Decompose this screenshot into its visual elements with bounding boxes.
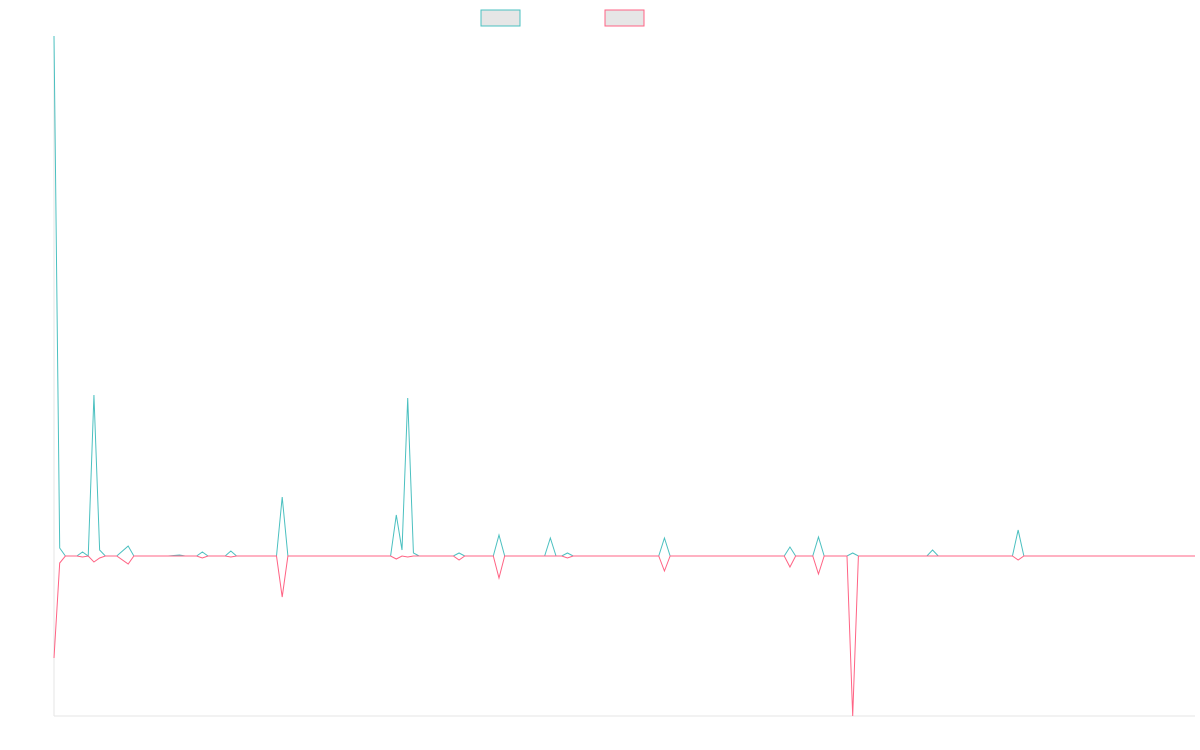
series-line xyxy=(53,35,1195,557)
legend-swatch xyxy=(604,9,645,27)
series-line xyxy=(53,555,1195,717)
legend-swatch xyxy=(480,9,521,27)
